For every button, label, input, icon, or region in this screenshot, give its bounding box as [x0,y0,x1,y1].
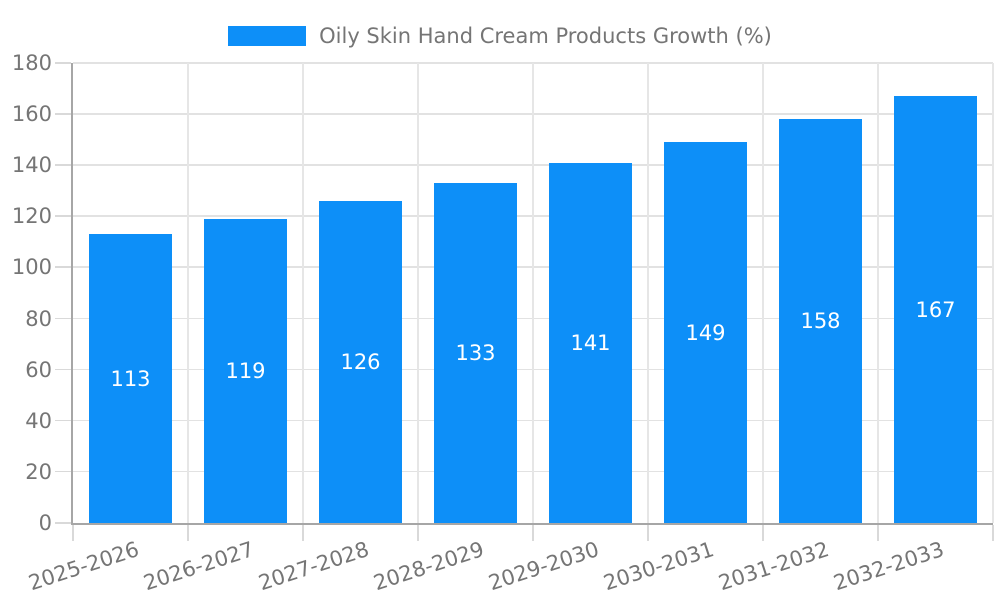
h-gridline [73,62,993,64]
x-category-label: 2032-2033 [830,537,947,596]
y-tick [55,368,71,371]
v-gridline [532,63,534,523]
x-category-label: 2025-2026 [25,537,142,596]
x-category-label: 2031-2032 [715,537,832,596]
legend-label: Oily Skin Hand Cream Products Growth (%) [319,24,772,48]
y-tick-label: 80 [25,306,52,331]
v-gridline [302,63,304,523]
y-tick [55,470,71,473]
x-tick [302,525,304,541]
bar: 167 [894,96,977,523]
bar-value-label: 167 [915,297,956,322]
y-tick-label: 180 [11,51,52,75]
x-category-label: 2028-2029 [370,537,487,596]
y-tick-label: 160 [11,102,52,127]
x-category-label: 2029-2030 [485,537,602,596]
y-tick [55,522,71,524]
x-tick [762,525,764,541]
bar: 141 [549,162,632,523]
bar-value-label: 158 [800,309,841,334]
y-tick [55,317,71,320]
x-tick [992,525,994,541]
bar-value-label: 149 [685,320,726,345]
y-tick-label: 140 [11,153,52,178]
legend-swatch [228,26,307,46]
x-category-label: 2030-2031 [600,537,717,596]
x-tick [72,525,74,541]
y-tick-label: 40 [25,408,52,433]
bar: 158 [779,119,862,523]
v-gridline [762,63,764,523]
x-tick [532,525,534,541]
y-tick [55,164,71,166]
y-tick-label: 20 [25,459,52,484]
y-tick [55,419,71,422]
x-axis-line [71,523,993,525]
bar: 149 [664,142,747,523]
y-axis-line [71,63,73,525]
legend: Oily Skin Hand Cream Products Growth (%) [0,24,1000,48]
x-tick [187,525,189,541]
v-gridline [877,63,879,523]
plot-area: 113 119 126 133 141 149 158 167 [73,62,994,523]
bar: 133 [434,183,517,523]
bar: 119 [204,218,287,523]
x-category-label: 2027-2028 [255,537,372,596]
y-tick [55,62,71,64]
y-tick-label: 0 [38,511,52,535]
x-tick [417,525,419,541]
x-category-label: 2026-2027 [140,537,257,596]
bar-value-label: 141 [570,330,611,355]
bar-value-label: 119 [225,358,266,383]
bar-value-label: 113 [110,366,151,391]
y-tick-label: 60 [25,357,52,382]
y-tick-label: 120 [11,204,52,229]
x-tick [877,525,879,541]
y-tick [55,266,71,268]
v-gridline [187,63,189,523]
bar-value-label: 126 [340,350,381,374]
bar-value-label: 133 [455,341,496,366]
x-tick [647,525,649,541]
y-tick [55,215,71,217]
y-tick-label: 100 [11,255,52,280]
bar: 126 [319,201,402,523]
v-gridline [992,63,994,523]
bar: 113 [89,234,172,523]
v-gridline [647,63,649,523]
v-gridline [417,63,419,523]
y-tick [55,113,71,115]
